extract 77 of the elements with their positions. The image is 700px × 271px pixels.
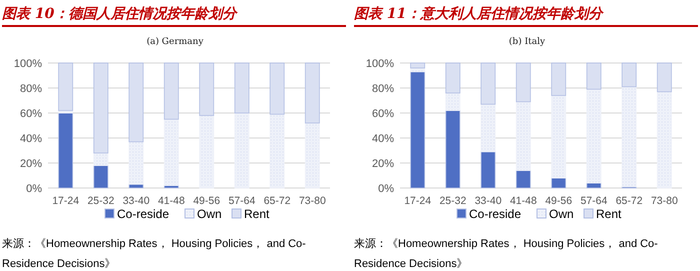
source-note: 来源：《Homeownership Rates， Housing Policies， and Co-Residence Decisions》 bbox=[2, 237, 307, 271]
legend-label: Co-reside bbox=[117, 207, 170, 221]
x-tick-label: 33-40 bbox=[474, 195, 502, 207]
bar bbox=[304, 122, 320, 188]
chart-subtitle: (a) Germany bbox=[146, 37, 204, 47]
bar bbox=[58, 112, 74, 188]
bar bbox=[516, 62, 531, 102]
x-tick-label: 49-56 bbox=[193, 195, 220, 207]
bar bbox=[304, 62, 320, 124]
bar bbox=[622, 62, 637, 88]
legend-label: Rent bbox=[596, 207, 622, 221]
y-tick-label: 100% bbox=[14, 58, 42, 70]
bar bbox=[445, 110, 460, 188]
y-tick-label: 40% bbox=[20, 133, 42, 145]
bar bbox=[234, 112, 250, 188]
legend-label: Co-reside bbox=[469, 207, 522, 221]
bar bbox=[199, 62, 214, 116]
bar bbox=[480, 104, 496, 152]
legend-label: Own bbox=[197, 207, 222, 221]
y-tick-label: 100% bbox=[366, 58, 394, 70]
bar bbox=[58, 62, 74, 111]
bar bbox=[586, 88, 602, 184]
bar bbox=[93, 62, 108, 154]
bar bbox=[656, 91, 672, 188]
x-tick-label: 57-64 bbox=[580, 195, 608, 207]
bar bbox=[586, 62, 602, 90]
x-tick-label: 25-32 bbox=[87, 195, 114, 207]
bar bbox=[622, 86, 637, 188]
bar bbox=[270, 114, 285, 188]
y-tick-label: 20% bbox=[372, 158, 394, 170]
y-tick-label: 60% bbox=[20, 108, 42, 120]
x-tick-label: 17-24 bbox=[52, 195, 80, 207]
y-tick-label: 60% bbox=[372, 108, 394, 120]
y-tick-label: 80% bbox=[372, 83, 394, 95]
x-tick-label: 73-80 bbox=[298, 195, 326, 207]
x-tick-label: 57-64 bbox=[228, 195, 256, 207]
bar bbox=[445, 62, 460, 94]
bar bbox=[270, 62, 285, 115]
bar bbox=[480, 62, 496, 105]
bar bbox=[199, 115, 214, 188]
y-tick-label: 40% bbox=[372, 133, 394, 145]
x-tick-label: 65-72 bbox=[616, 195, 643, 207]
source-note: 来源：《Homeownership Rates， Housing Policies， and Co-Residence Decisions》 bbox=[354, 237, 659, 271]
y-tick-label: 80% bbox=[20, 83, 42, 95]
y-tick-label: 0% bbox=[378, 183, 394, 195]
bar bbox=[551, 62, 566, 96]
bar bbox=[656, 62, 672, 92]
y-tick-label: 0% bbox=[26, 183, 42, 195]
x-tick-label: 41-48 bbox=[510, 195, 537, 207]
bar bbox=[516, 101, 531, 171]
chart-title: 图表 11：意大利人居住情况按年龄划分 bbox=[354, 3, 698, 27]
chart-subtitle: (b) Italy bbox=[508, 37, 546, 47]
bar bbox=[551, 178, 566, 188]
x-tick-label: 41-48 bbox=[158, 195, 185, 207]
x-tick-label: 33-40 bbox=[122, 195, 150, 207]
bar bbox=[551, 95, 566, 178]
bar bbox=[93, 165, 108, 188]
x-tick-label: 17-24 bbox=[404, 195, 432, 207]
bar bbox=[164, 62, 179, 120]
bar bbox=[234, 62, 250, 114]
bar bbox=[516, 170, 531, 188]
chart-title: 图表 10：德国人居住情况按年龄划分 bbox=[2, 3, 346, 27]
bar bbox=[445, 92, 460, 111]
legend-label: Rent bbox=[244, 207, 270, 221]
x-tick-label: 73-80 bbox=[650, 195, 678, 207]
x-tick-label: 49-56 bbox=[545, 195, 572, 207]
bar bbox=[128, 62, 144, 142]
legend-label: Own bbox=[549, 207, 574, 221]
y-tick-label: 20% bbox=[20, 158, 42, 170]
bar bbox=[480, 151, 496, 188]
x-tick-label: 65-72 bbox=[264, 195, 291, 207]
bar bbox=[128, 141, 144, 185]
bar bbox=[93, 152, 108, 166]
bar bbox=[164, 118, 179, 186]
x-tick-label: 25-32 bbox=[439, 195, 466, 207]
bar bbox=[410, 62, 426, 68]
bar bbox=[410, 71, 426, 188]
